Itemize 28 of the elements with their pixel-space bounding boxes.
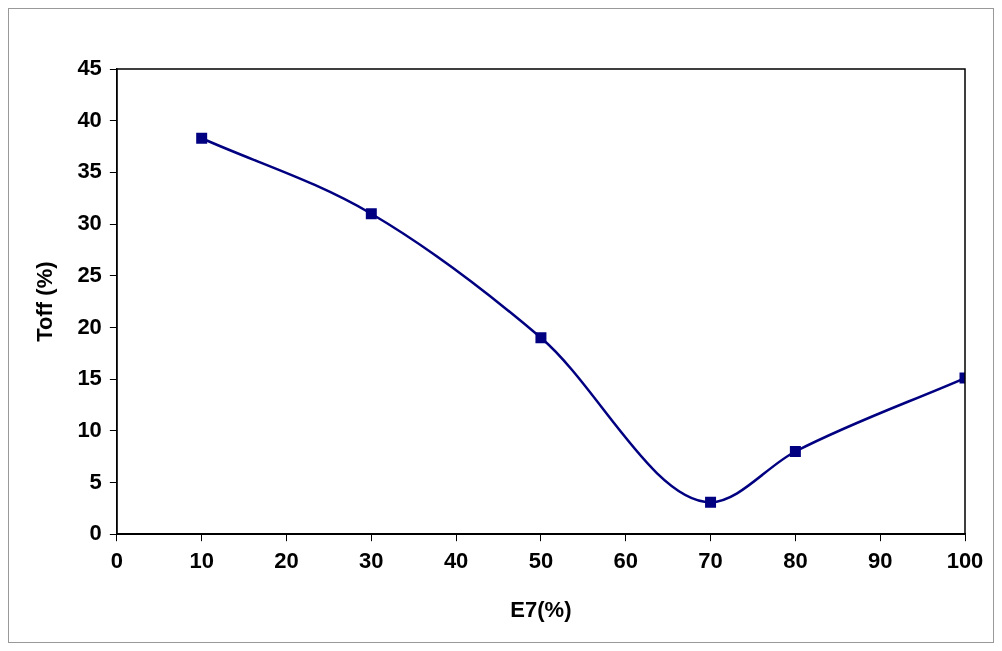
x-axis-title: E7(%) [510, 596, 572, 622]
y-tick-label: 25 [77, 261, 102, 287]
y-tick-label: 45 [77, 55, 102, 81]
x-tick-label: 70 [698, 548, 723, 574]
y-tick-label: 5 [89, 468, 102, 494]
point [705, 496, 717, 508]
point [365, 208, 377, 220]
x-tick-label: 90 [867, 548, 893, 574]
point [196, 132, 208, 144]
point [789, 446, 801, 457]
x-tick-label: 60 [613, 548, 638, 574]
y-axis-title: Toff (%) [32, 261, 58, 342]
y-tick-label: 40 [77, 106, 102, 132]
x-tick-label: 10 [189, 548, 214, 574]
y-tick-label: 20 [77, 313, 102, 339]
y-tick-label: 30 [77, 210, 102, 236]
x-tick-label: 40 [443, 548, 469, 574]
y-tick-label: 10 [77, 416, 102, 442]
point [535, 332, 547, 344]
x-tick-label: 30 [359, 548, 384, 574]
x-tick-label: 50 [528, 548, 554, 574]
y-tick-label: 0 [89, 520, 102, 546]
y-tick-label: 15 [77, 365, 102, 391]
x-tick-label: 20 [274, 548, 299, 574]
x-tick-label: 100 [946, 548, 984, 574]
y-tick-label: 35 [77, 158, 102, 184]
x-tick-label: 0 [110, 548, 123, 574]
x-tick-label: 80 [783, 548, 808, 574]
